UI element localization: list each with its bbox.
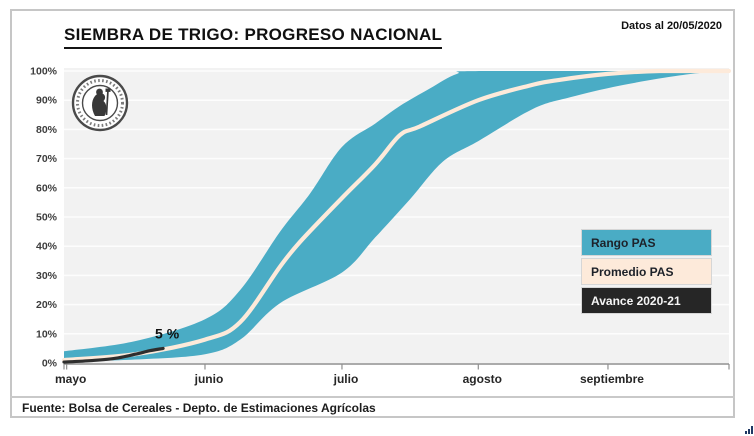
y-tick-label: 30% (36, 270, 58, 282)
chart-title: SIEMBRA DE TRIGO: PROGRESO NACIONAL (64, 25, 443, 49)
x-tick-label-septiembre: septiembre (580, 372, 644, 386)
date-note: Datos al 20/05/2020 (621, 20, 722, 32)
legend-item-rango-pas: Rango PAS (581, 229, 712, 256)
y-tick-label: 70% (36, 153, 58, 165)
y-tick-label: 50% (36, 212, 58, 224)
x-tick-label-mayo: mayo (55, 372, 86, 386)
footer-divider (10, 396, 735, 398)
y-tick-label: 10% (36, 328, 58, 340)
legend-item-label: Avance 2020-21 (591, 293, 681, 308)
source-note: Fuente: Bolsa de Cereales - Depto. de Es… (22, 401, 376, 415)
x-tick-label-agosto: agosto (463, 372, 502, 386)
x-tick-label-julio: julio (333, 372, 359, 386)
legend-item-promedio-pas: Promedio PAS (581, 258, 712, 285)
legend-item-avance-2020-21: Avance 2020-21 (581, 287, 712, 314)
y-tick-label: 0% (42, 358, 58, 370)
y-tick-label: 100% (30, 66, 58, 78)
legend-item-label: Promedio PAS (591, 264, 674, 279)
corner-artifact (745, 426, 753, 434)
bolsa-de-cereales-logo-icon (71, 74, 129, 132)
avance-annotation: 5 % (155, 325, 180, 341)
x-tick-label-junio: junio (194, 372, 224, 386)
avance-2020-21-line (62, 346, 165, 364)
pas-range-band (64, 71, 729, 362)
y-tick-label: 60% (36, 182, 58, 194)
pas-average-line (61, 68, 732, 363)
legend-item-label: Rango PAS (591, 235, 656, 250)
legend: Rango PAS Promedio PAS Avance 2020-21 (581, 229, 712, 316)
y-tick-label: 20% (36, 299, 58, 311)
y-tick-label: 90% (36, 95, 58, 107)
y-tick-label: 80% (36, 124, 58, 136)
y-tick-label: 40% (36, 241, 58, 253)
